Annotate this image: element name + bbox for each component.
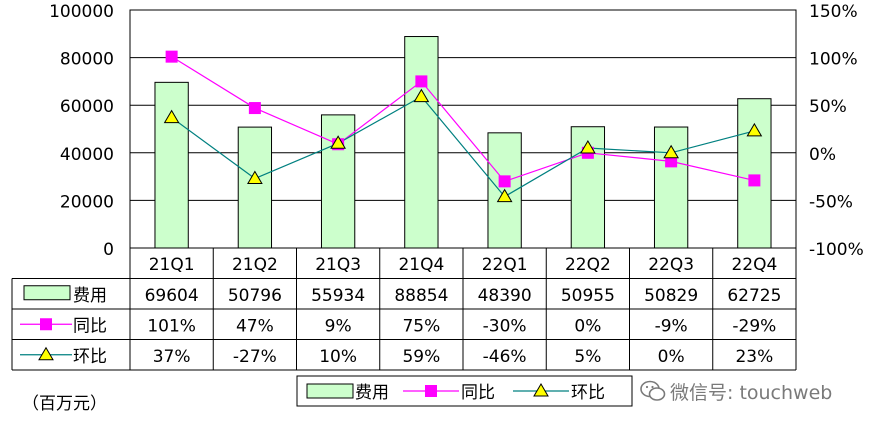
table-cell: 10% [319,347,357,367]
qoq-point-21Q3 [330,135,346,149]
y-right-tick-label: -50% [809,192,853,212]
y-right-tick-label: -100% [809,240,864,260]
watermark: 微信号: touchweb [640,378,832,407]
bar-21Q4 [404,36,439,249]
table-cell: 0% [658,347,685,367]
table-cell: 50796 [228,286,282,306]
legend-label: 费用 [355,383,389,403]
table-row-label: 环比 [73,347,107,367]
legend-key-bar [306,383,354,399]
qoq-point-22Q2 [580,140,596,154]
qoq-point-21Q4 [413,88,430,103]
y-right-tick-label: 100% [809,50,858,70]
table-cell: 0% [574,316,601,336]
bar-21Q1 [154,81,189,249]
table-cell: -29% [732,316,776,336]
legend-key-marker [425,385,437,397]
wechat-icon [640,380,666,407]
category-label: 22Q2 [565,255,611,275]
table-cell: 88854 [394,286,448,306]
qoq-point-22Q1 [496,188,513,203]
table-cell: 62725 [727,286,781,306]
yoy-line [171,56,755,183]
table-cell: 59% [402,347,440,367]
table-legend-key-marker [40,318,52,331]
table-cell: 50955 [561,286,615,306]
table-cell: 75% [402,316,440,336]
plot-area [129,9,797,249]
table-cell: 55934 [311,286,365,306]
qoq-line [171,95,755,198]
unit-note: （百万元） [22,394,107,414]
table-cell: -9% [655,316,688,336]
y-left-tick-label: 80000 [60,50,114,70]
table-legend-key-marker [38,346,54,361]
yoy-point-22Q1 [498,175,511,188]
y-left-tick-label: 60000 [60,97,114,117]
table-cell: 23% [735,347,773,367]
table-cell: 69604 [145,286,199,306]
yoy-point-22Q4 [748,174,761,187]
table-cell: 47% [236,316,274,336]
qoq-point-21Q2 [247,170,263,185]
y-left-tick-label: 40000 [60,145,114,165]
legend-label: 环比 [571,383,605,403]
legend-label: 同比 [461,383,495,403]
y-left-tick-label: 20000 [60,192,114,212]
category-label: 21Q2 [232,255,278,275]
table-row-label: 费用 [73,286,107,306]
bar-22Q4 [737,98,772,249]
table-cell: 50829 [644,286,698,306]
y-left-tick-label: 0 [103,240,114,260]
category-label: 21Q1 [149,255,195,275]
y-right-tick-label: 150% [809,2,858,22]
yoy-point-21Q1 [165,50,178,63]
category-label: 21Q4 [398,255,444,275]
yoy-point-22Q3 [665,155,678,168]
y-right-tick-label: 50% [809,97,847,117]
table-cell: 101% [147,316,196,336]
qoq-point-22Q4 [746,122,763,137]
table-cell: 48390 [478,286,532,306]
qoq-point-22Q3 [663,144,679,159]
table-cell: 9% [325,316,352,336]
qoq-point-21Q1 [163,109,180,124]
y-right-tick-label: 0% [809,145,836,165]
category-label: 22Q1 [482,255,528,275]
legend-key-marker [533,383,549,397]
table-cell: 5% [574,347,601,367]
table-cell: -27% [233,347,277,367]
category-label: 21Q3 [315,255,361,275]
watermark-text: 微信号: touchweb [670,382,833,404]
yoy-point-21Q2 [248,102,261,115]
table-legend-key-bar [23,285,71,301]
table-row-label: 同比 [73,316,107,336]
yoy-point-21Q4 [415,75,428,88]
category-label: 22Q3 [648,255,694,275]
table-cell: 37% [153,347,191,367]
table-cell: -46% [483,347,527,367]
category-label: 22Q4 [731,255,777,275]
table-cell: -30% [483,316,527,336]
bar-22Q3 [653,126,689,249]
bar-21Q2 [237,126,273,249]
y-left-tick-label: 100000 [49,2,114,22]
